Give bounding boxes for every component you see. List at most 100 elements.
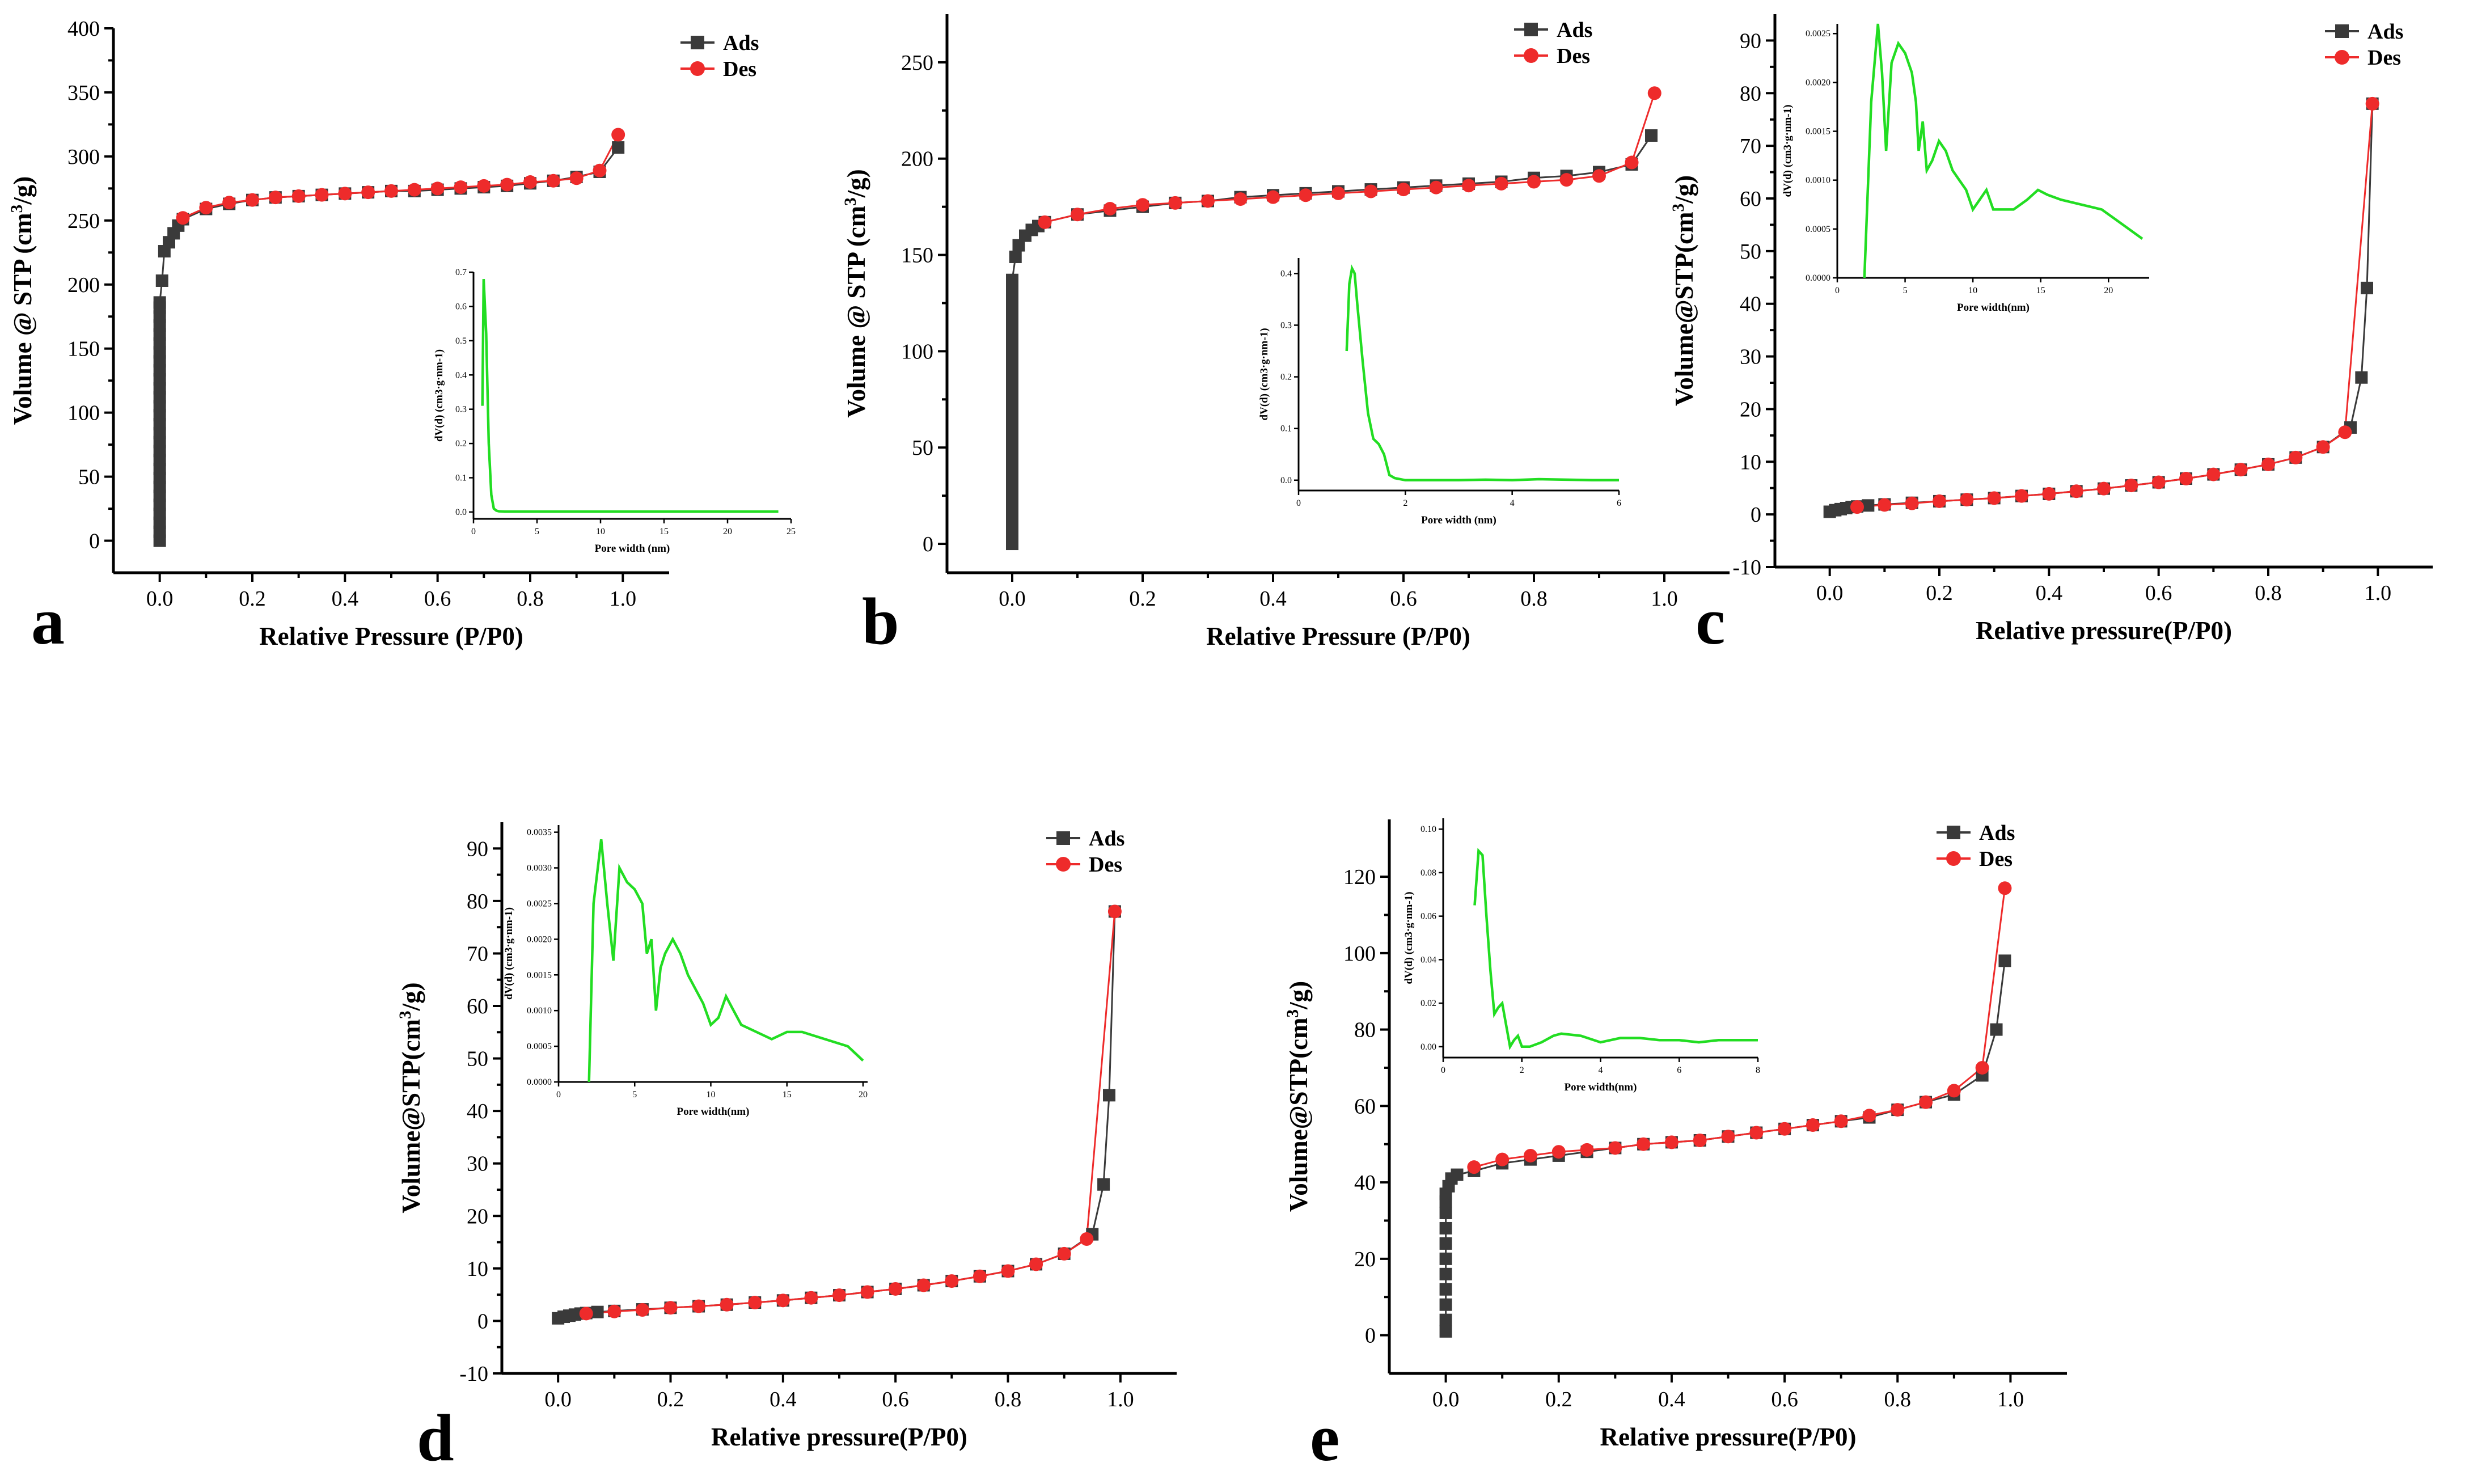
ads-point — [2361, 281, 2373, 294]
des-point — [338, 187, 352, 201]
inset-y-tick-label: 0.0 — [455, 508, 467, 517]
legend-des-marker — [1056, 857, 1071, 872]
inset-y-tick-label: 0.0025 — [1806, 29, 1830, 39]
y-tick-label: 50 — [467, 1047, 488, 1071]
y-axis-title: Volume @ STP (cm3/g) — [842, 169, 870, 418]
ads-line — [1829, 103, 2374, 513]
des-point — [1850, 500, 1864, 514]
inset-x-tick-label: 2 — [1520, 1066, 1524, 1075]
y-tick-label: 200 — [901, 147, 933, 171]
x-tick-label: 0.8 — [517, 587, 544, 611]
y-tick-label: 90 — [467, 837, 488, 861]
ads-point — [1006, 460, 1018, 473]
panel-letter: b — [862, 584, 899, 658]
ads-point — [1103, 1089, 1115, 1102]
des-point — [804, 1291, 818, 1305]
inset-x-tick-label: 20 — [723, 527, 732, 536]
ads-point — [1006, 518, 1018, 531]
y-tick-label: 100 — [67, 401, 100, 425]
inset-x-axis-title: Pore width (nm) — [1421, 514, 1496, 526]
x-tick-label: 0.4 — [770, 1388, 797, 1411]
des-line — [1474, 888, 2006, 1168]
inset-x-tick-label: 15 — [2036, 286, 2045, 295]
des-point — [199, 201, 213, 215]
inset-x-tick-label: 20 — [859, 1090, 868, 1100]
x-axis-title: Relative Pressure (P/P0) — [1206, 622, 1470, 650]
ads-line — [1011, 135, 1652, 544]
ads-point — [1006, 499, 1018, 512]
legend-des-marker — [2335, 50, 2349, 65]
inset-y-tick-label: 0.5 — [455, 336, 467, 346]
inset-y-tick-label: 0.0010 — [527, 1006, 552, 1016]
des-point — [546, 174, 560, 188]
des-point — [1693, 1133, 1707, 1147]
inset-x-tick-label: 0 — [471, 527, 476, 536]
legend-ads-marker — [1947, 826, 1960, 839]
des-point — [1071, 208, 1084, 222]
des-point — [1080, 1232, 1094, 1246]
inset-y-tick-label: 0.0035 — [527, 828, 552, 838]
inset-y-tick-label: 0.10 — [1420, 825, 1436, 834]
des-point — [176, 211, 190, 225]
inset-x-tick-label: 5 — [632, 1090, 637, 1100]
y-tick-label: 60 — [1740, 187, 1761, 211]
y-tick-label: 120 — [1343, 865, 1376, 889]
des-point — [477, 179, 491, 193]
panel-letter: e — [1310, 1401, 1339, 1475]
legend-des-label: Des — [723, 57, 756, 81]
inset-y-axis-title: dV(d) (cm3·g·nm-1) — [433, 349, 445, 442]
inset-y-axis-title: dV(d) (cm3·g·nm-1) — [503, 907, 515, 1000]
y-tick-label: 100 — [1343, 942, 1376, 966]
inset-y-tick-label: 0.0015 — [527, 970, 552, 980]
des-point — [860, 1285, 874, 1299]
inset-y-tick-label: 0.0030 — [527, 864, 552, 873]
des-point — [1559, 173, 1574, 187]
ads-point — [1006, 297, 1018, 310]
des-point — [1891, 1103, 1905, 1117]
inset-x-tick-label: 0 — [1835, 286, 1840, 295]
y-tick-label: 60 — [467, 995, 488, 1018]
x-tick-label: 0.6 — [882, 1388, 909, 1411]
des-point — [2097, 481, 2111, 496]
x-tick-label: 0.6 — [1771, 1388, 1798, 1411]
des-point — [579, 1307, 593, 1321]
inset-x-tick-label: 15 — [659, 527, 669, 536]
y-tick-label: 80 — [467, 890, 488, 914]
panel-a: 0.0 0.2 0.4 0.6 0.8 1.00501001502002503003504… — [8, 17, 796, 658]
ads-point — [1439, 1207, 1452, 1220]
inset-x-axis-title: Pore width(nm) — [1957, 302, 2030, 314]
des-point — [2365, 96, 2379, 111]
des-point — [1998, 881, 2012, 895]
inset-x-axis-title: Pore width(nm) — [677, 1106, 750, 1118]
x-axis-title: Relative pressure(P/P0) — [1976, 616, 2232, 645]
des-point — [1960, 493, 1974, 507]
ads-point — [153, 296, 166, 309]
inset-y-tick-label: 0.0015 — [1806, 127, 1830, 137]
inset-x-axis-title: Pore width (nm) — [595, 543, 670, 555]
y-tick-label: 150 — [67, 337, 100, 361]
des-point — [1029, 1257, 1043, 1271]
des-point — [1749, 1126, 1764, 1140]
inset-x-tick-label: 6 — [1617, 498, 1621, 508]
inset-y-tick-label: 0.0025 — [527, 899, 552, 908]
y-tick-label: 10 — [467, 1257, 488, 1281]
inset-y-tick-label: 0.00 — [1420, 1042, 1436, 1052]
inset-x-tick-label: 25 — [787, 527, 796, 536]
inset-x-tick-label: 0 — [1296, 498, 1301, 508]
x-axis-title: Relative Pressure (P/P0) — [259, 622, 523, 650]
y-tick-label: 30 — [1740, 345, 1761, 369]
des-point — [1592, 169, 1606, 183]
des-point — [635, 1303, 649, 1317]
des-point — [1364, 184, 1378, 198]
des-point — [1523, 1148, 1537, 1162]
y-tick-label: 250 — [901, 51, 933, 75]
des-point — [268, 191, 282, 205]
des-point — [1919, 1095, 1933, 1109]
y-tick-label: 0 — [1751, 503, 1761, 527]
y-tick-label: 60 — [1354, 1094, 1376, 1118]
y-tick-label: 10 — [1740, 450, 1761, 474]
y-tick-label: 0 — [923, 532, 933, 556]
